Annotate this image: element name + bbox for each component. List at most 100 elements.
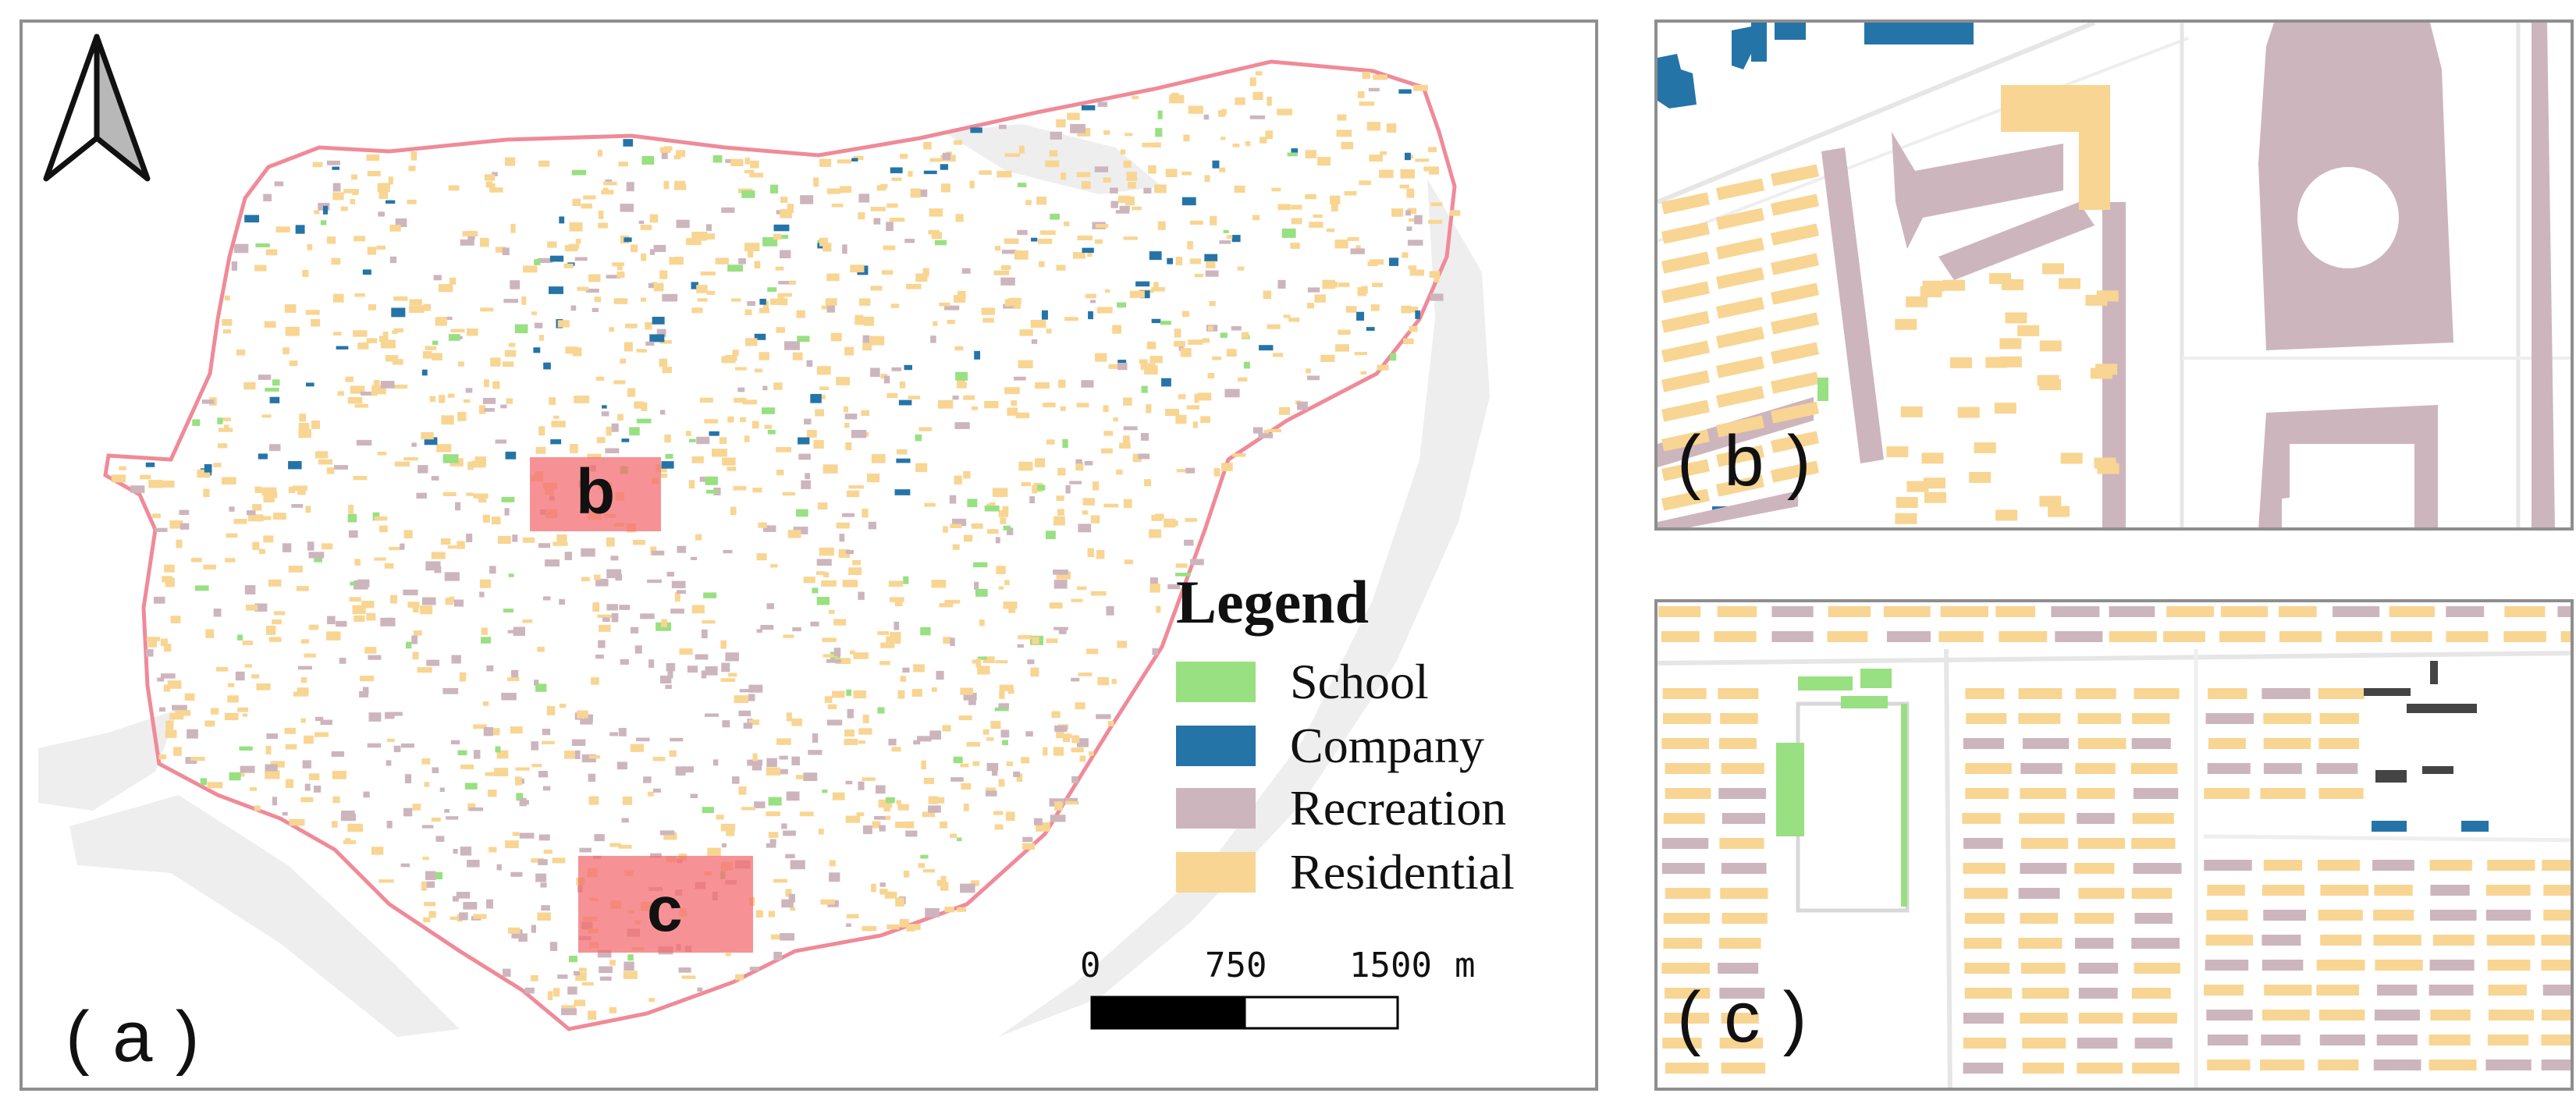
building-footprint <box>616 265 623 271</box>
building-footprint <box>581 204 593 209</box>
building-footprint <box>507 677 520 681</box>
building-footprint <box>1061 172 1067 180</box>
building-footprint <box>726 829 735 836</box>
building-footprint <box>1252 215 1260 221</box>
building-footprint <box>421 758 431 765</box>
residential-building <box>1963 938 2002 949</box>
residential-building <box>2132 713 2170 724</box>
building-footprint <box>218 428 233 432</box>
building-footprint <box>314 785 322 793</box>
building-footprint <box>963 692 977 701</box>
building-footprint <box>264 321 276 328</box>
building-footprint <box>1004 153 1021 158</box>
building-footprint <box>703 592 717 598</box>
building-footprint <box>474 456 487 465</box>
building-footprint <box>1123 397 1132 406</box>
building-footprint <box>1200 416 1211 424</box>
building-footprint <box>1305 150 1316 158</box>
building-footprint <box>797 335 810 343</box>
building-footprint <box>1372 282 1384 287</box>
building-footprint <box>921 760 926 770</box>
building-footprint <box>1398 89 1412 94</box>
building-footprint <box>1409 325 1418 332</box>
residential-building <box>2262 885 2305 896</box>
building-footprint <box>378 879 394 883</box>
scale-bar <box>1090 996 1399 1030</box>
building-footprint <box>1187 241 1193 250</box>
building-footprint <box>819 547 834 556</box>
building-footprint <box>1002 506 1009 515</box>
building-footprint <box>1219 240 1231 244</box>
residential-building <box>1714 631 1757 642</box>
building-footprint <box>371 847 384 855</box>
building-footprint <box>1100 448 1113 454</box>
building-footprint <box>1306 368 1311 374</box>
building-footprint <box>322 205 329 215</box>
building-footprint <box>501 692 517 701</box>
building-footprint <box>423 303 432 311</box>
building-footprint <box>995 660 1008 664</box>
residential-building <box>2018 888 2060 899</box>
building-footprint <box>1039 261 1045 268</box>
residential-building <box>1924 477 1946 489</box>
building-footprint <box>960 687 974 695</box>
residential-building <box>1964 913 2005 924</box>
building-footprint <box>787 795 797 801</box>
building-footprint <box>288 486 296 493</box>
building-footprint <box>891 747 901 752</box>
building-footprint <box>1056 264 1066 271</box>
building-footprint <box>816 597 830 605</box>
building-footprint <box>261 487 277 496</box>
building-footprint <box>428 910 436 918</box>
building-footprint <box>362 269 371 275</box>
building-footprint <box>1165 169 1178 178</box>
building-footprint <box>574 750 581 759</box>
building-footprint <box>403 530 413 539</box>
residential-building <box>2317 860 2360 871</box>
building-footprint <box>754 368 763 373</box>
building-footprint <box>1060 406 1066 411</box>
building-footprint <box>606 275 621 279</box>
building-footprint <box>594 834 605 842</box>
residential-building <box>2134 688 2180 699</box>
building-footprint <box>618 162 628 167</box>
building-footprint <box>594 296 602 303</box>
residential-building <box>2263 763 2302 774</box>
building-footprint <box>393 328 403 333</box>
building-footprint <box>268 579 282 587</box>
building-footprint <box>1213 468 1220 477</box>
building-footprint <box>438 284 453 293</box>
building-footprint <box>483 726 493 737</box>
residential-building <box>2020 963 2066 974</box>
building-footprint <box>572 198 581 207</box>
building-footprint <box>163 684 170 692</box>
building-footprint <box>1178 343 1184 351</box>
building-footprint <box>940 875 947 883</box>
residential-building <box>1665 1063 1709 1074</box>
building-footprint <box>1053 570 1068 575</box>
building-footprint <box>818 829 824 835</box>
residential-building <box>2486 935 2535 946</box>
residential-building <box>2541 1060 2571 1070</box>
building-footprint <box>146 637 161 641</box>
residential-building <box>2557 606 2571 617</box>
residential-building <box>1718 963 1759 974</box>
building-footprint <box>237 707 249 712</box>
building-footprint <box>489 566 496 574</box>
building-footprint <box>820 899 835 905</box>
building-footprint <box>1082 247 1094 254</box>
building-footprint <box>780 250 791 259</box>
building-footprint <box>770 934 785 940</box>
building-footprint <box>373 380 380 386</box>
building-footprint <box>489 183 496 193</box>
building-footprint <box>839 534 845 542</box>
building-footprint <box>1336 130 1352 137</box>
building-footprint <box>1151 318 1161 324</box>
residential-building <box>2048 506 2070 517</box>
building-footprint <box>263 494 275 503</box>
building-footprint <box>1267 324 1281 329</box>
building-footprint <box>591 677 599 685</box>
residential-building <box>1965 688 2005 699</box>
building-footprint <box>1036 822 1050 832</box>
building-footprint <box>950 637 955 647</box>
